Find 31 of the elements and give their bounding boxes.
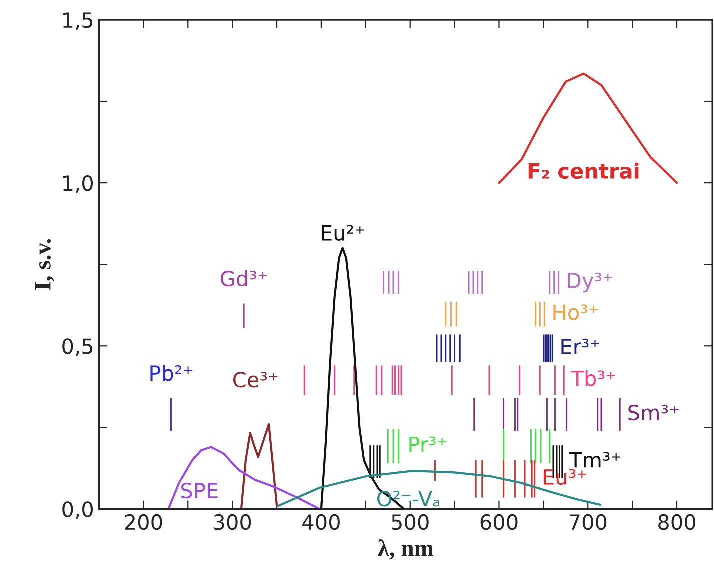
- x-tick-label: 400: [302, 514, 340, 530]
- x-tick-label: 600: [480, 514, 518, 530]
- series-label: F₂ centrai: [528, 162, 639, 180]
- x-tick-label: 700: [570, 514, 607, 530]
- series-label: Gd³⁺: [220, 270, 268, 287]
- x-tick-label: 300: [214, 514, 252, 530]
- y-tick-label: 1,5: [64, 12, 93, 30]
- series-label: Eu²⁺: [322, 225, 364, 241]
- series-label: Ho³⁺: [554, 304, 598, 320]
- y-tick-label: 0,5: [62, 338, 93, 356]
- x-tick-label: 200: [125, 514, 162, 530]
- series-label: Sm³⁺: [628, 404, 679, 421]
- line-series: [278, 470, 602, 507]
- series-label: Tb³⁺: [571, 370, 616, 386]
- series-label: Pr³⁺: [410, 436, 446, 452]
- series-label: Eu³⁺: [544, 469, 586, 486]
- series-label: Dy³⁺: [568, 272, 612, 293]
- line-series: [498, 72, 678, 184]
- series-label: Pb²⁺: [150, 365, 192, 382]
- y-tick-label: 1,0: [64, 176, 93, 194]
- line-series: [168, 446, 321, 510]
- y-tick-label: 0,0: [62, 502, 93, 520]
- series-label: SPE: [182, 482, 218, 499]
- x-axis-title: λ, nm: [378, 540, 434, 560]
- series-label: Ce³⁺: [234, 372, 278, 388]
- series-label: Er³⁺: [562, 338, 600, 354]
- line-series: [240, 423, 278, 510]
- series-label: Tm³⁺: [569, 452, 620, 468]
- x-tick-label: 800: [658, 514, 696, 530]
- y-axis-title: I, s.v.: [35, 239, 54, 290]
- x-tick-label: 500: [392, 514, 429, 530]
